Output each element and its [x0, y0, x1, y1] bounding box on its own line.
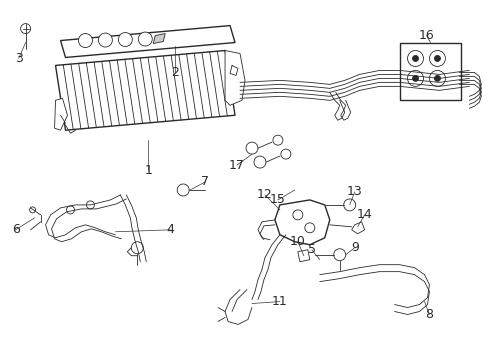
- Text: 7: 7: [201, 175, 209, 189]
- Text: 13: 13: [347, 185, 363, 198]
- Polygon shape: [54, 98, 68, 130]
- Text: 12: 12: [257, 188, 273, 202]
- Circle shape: [413, 55, 418, 62]
- Circle shape: [408, 50, 423, 67]
- Circle shape: [408, 71, 423, 86]
- Text: 10: 10: [290, 235, 306, 248]
- Circle shape: [78, 33, 93, 48]
- Circle shape: [429, 71, 445, 86]
- Circle shape: [119, 32, 132, 46]
- Polygon shape: [153, 33, 165, 44]
- Circle shape: [21, 24, 30, 33]
- Polygon shape: [352, 222, 365, 234]
- Text: 6: 6: [12, 223, 20, 236]
- Circle shape: [305, 223, 315, 233]
- Circle shape: [86, 201, 95, 209]
- Circle shape: [246, 142, 258, 154]
- Circle shape: [98, 33, 112, 47]
- Circle shape: [343, 199, 356, 211]
- Text: 3: 3: [15, 52, 23, 65]
- Circle shape: [273, 135, 283, 145]
- Circle shape: [131, 242, 143, 254]
- Text: 1: 1: [145, 163, 152, 176]
- Polygon shape: [61, 26, 235, 58]
- Circle shape: [293, 210, 303, 220]
- Circle shape: [177, 184, 189, 196]
- Circle shape: [413, 75, 418, 81]
- Circle shape: [281, 149, 291, 159]
- Text: 16: 16: [418, 29, 434, 42]
- Circle shape: [435, 55, 441, 62]
- Polygon shape: [275, 200, 330, 245]
- Text: 2: 2: [172, 66, 179, 79]
- Text: 4: 4: [166, 223, 174, 236]
- Circle shape: [29, 207, 36, 213]
- Text: 14: 14: [357, 208, 372, 221]
- Text: 5: 5: [308, 243, 316, 256]
- Circle shape: [334, 249, 346, 261]
- Circle shape: [67, 206, 74, 214]
- Circle shape: [138, 32, 152, 46]
- Circle shape: [429, 50, 445, 67]
- Text: 8: 8: [425, 308, 434, 321]
- Text: 17: 17: [229, 158, 245, 172]
- Polygon shape: [298, 250, 310, 262]
- Text: 15: 15: [270, 193, 286, 206]
- Circle shape: [435, 75, 441, 81]
- Text: 11: 11: [272, 295, 288, 308]
- Circle shape: [254, 156, 266, 168]
- Polygon shape: [55, 50, 235, 130]
- Text: 9: 9: [351, 241, 359, 254]
- Polygon shape: [225, 50, 245, 105]
- Bar: [399, 42, 462, 100]
